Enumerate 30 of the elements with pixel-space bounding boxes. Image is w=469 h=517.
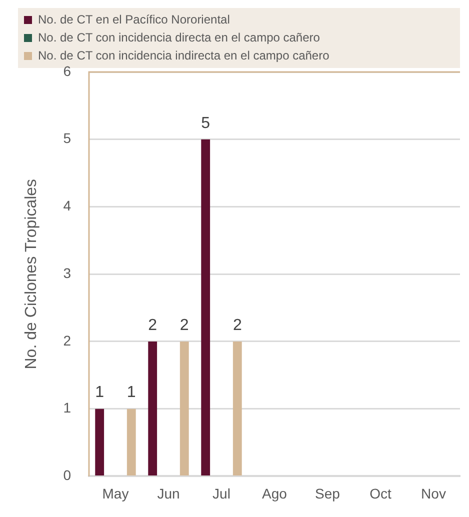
bar	[201, 139, 210, 476]
legend-label: No. de CT en el Pacífico Nororiental	[38, 12, 230, 26]
data-label: 5	[201, 114, 210, 132]
legend-label: No. de CT con incidencia indirecta en el campo cañero	[38, 48, 330, 62]
y-tick-label: 6	[63, 62, 72, 79]
data-label: 1	[95, 384, 104, 402]
data-label: 2	[180, 316, 189, 334]
data-label: 2	[232, 316, 242, 334]
y-tick-label: 3	[63, 264, 72, 281]
data-label: 1	[126, 384, 136, 402]
bar	[180, 341, 189, 476]
y-tick-label: 1	[63, 400, 72, 416]
x-tick-label: Jul	[212, 485, 230, 502]
bar	[232, 341, 242, 476]
x-tick-label: Nov	[421, 485, 446, 502]
y-axis-title: No. de Ciclones Tropicales	[23, 178, 40, 370]
y-tick-label: 0	[63, 467, 72, 484]
y-tick-label: 2	[63, 332, 72, 348]
bar	[95, 408, 104, 476]
x-tick-label: Jun	[157, 485, 180, 502]
x-tick-label: May	[102, 485, 129, 502]
x-tick-label: Ago	[262, 485, 288, 502]
bar	[148, 341, 158, 476]
bar	[126, 408, 136, 476]
legend-label: No. de CT con incidencia directa en el campo cañero	[38, 30, 320, 44]
y-tick-label: 4	[63, 198, 72, 214]
x-tick-label: Sep	[315, 485, 340, 502]
data-label: 2	[148, 316, 158, 334]
y-tick-label: 5	[63, 130, 72, 146]
x-tick-label: Oct	[370, 485, 392, 502]
